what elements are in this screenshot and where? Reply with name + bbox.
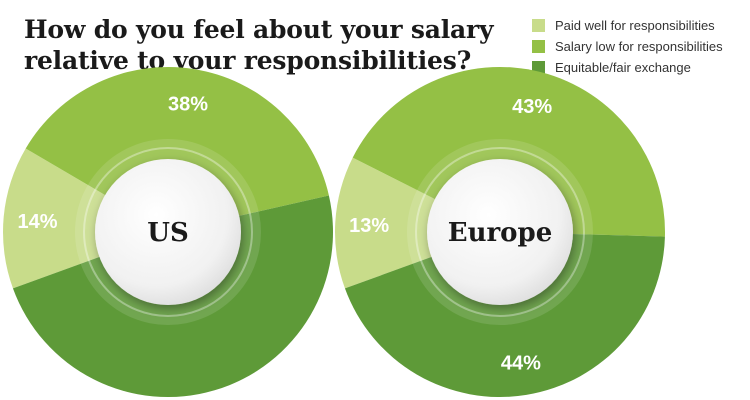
legend-swatch-equitable xyxy=(532,61,545,74)
legend: Paid well for responsibilities Salary lo… xyxy=(532,15,723,78)
legend-item-salary-low: Salary low for responsibilities xyxy=(532,36,723,57)
data-label-europe-equitable: 44% xyxy=(501,352,541,374)
donut-europe: Europe 13% 43% 44% xyxy=(334,66,666,398)
slice-europe-salary-low xyxy=(352,66,666,237)
data-label-us-paid-well: 14% xyxy=(17,211,57,233)
donut-title-us: US xyxy=(147,218,188,248)
legend-item-equitable: Equitable/fair exchange xyxy=(532,57,723,78)
data-label-europe-paid-well: 13% xyxy=(349,215,389,237)
legend-label-paid-well: Paid well for responsibilities xyxy=(555,18,715,33)
slice-europe-paid-well xyxy=(334,157,500,289)
donut-us: US 14% 38% xyxy=(3,67,334,398)
legend-item-paid-well: Paid well for responsibilities xyxy=(532,15,723,36)
slice-us-salary-low xyxy=(25,67,329,232)
inner-ring-edge-us xyxy=(83,147,253,317)
chart-title: How do you feel about your salary relati… xyxy=(24,14,494,76)
slice-europe-equitable xyxy=(344,232,665,398)
data-label-europe-salary-low: 43% xyxy=(512,96,552,118)
slice-us-paid-well xyxy=(3,148,168,289)
donut-title-europe: Europe xyxy=(448,218,552,248)
legend-swatch-salary-low xyxy=(532,40,545,53)
chart-title-line-1: How do you feel about your salary xyxy=(24,15,494,44)
legend-label-equitable: Equitable/fair exchange xyxy=(555,60,691,75)
data-label-us-salary-low: 38% xyxy=(168,94,208,116)
hub-europe xyxy=(427,159,573,305)
legend-label-salary-low: Salary low for responsibilities xyxy=(555,39,723,54)
legend-swatch-paid-well xyxy=(532,19,545,32)
inner-ring-edge-europe xyxy=(415,147,585,317)
chart-title-line-2: relative to your responsibilities? xyxy=(24,46,472,75)
hub-us xyxy=(95,159,241,305)
